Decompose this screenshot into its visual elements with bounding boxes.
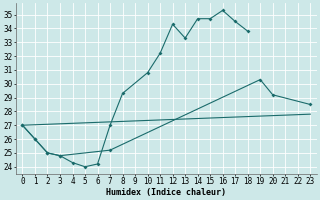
X-axis label: Humidex (Indice chaleur): Humidex (Indice chaleur) bbox=[106, 188, 226, 197]
